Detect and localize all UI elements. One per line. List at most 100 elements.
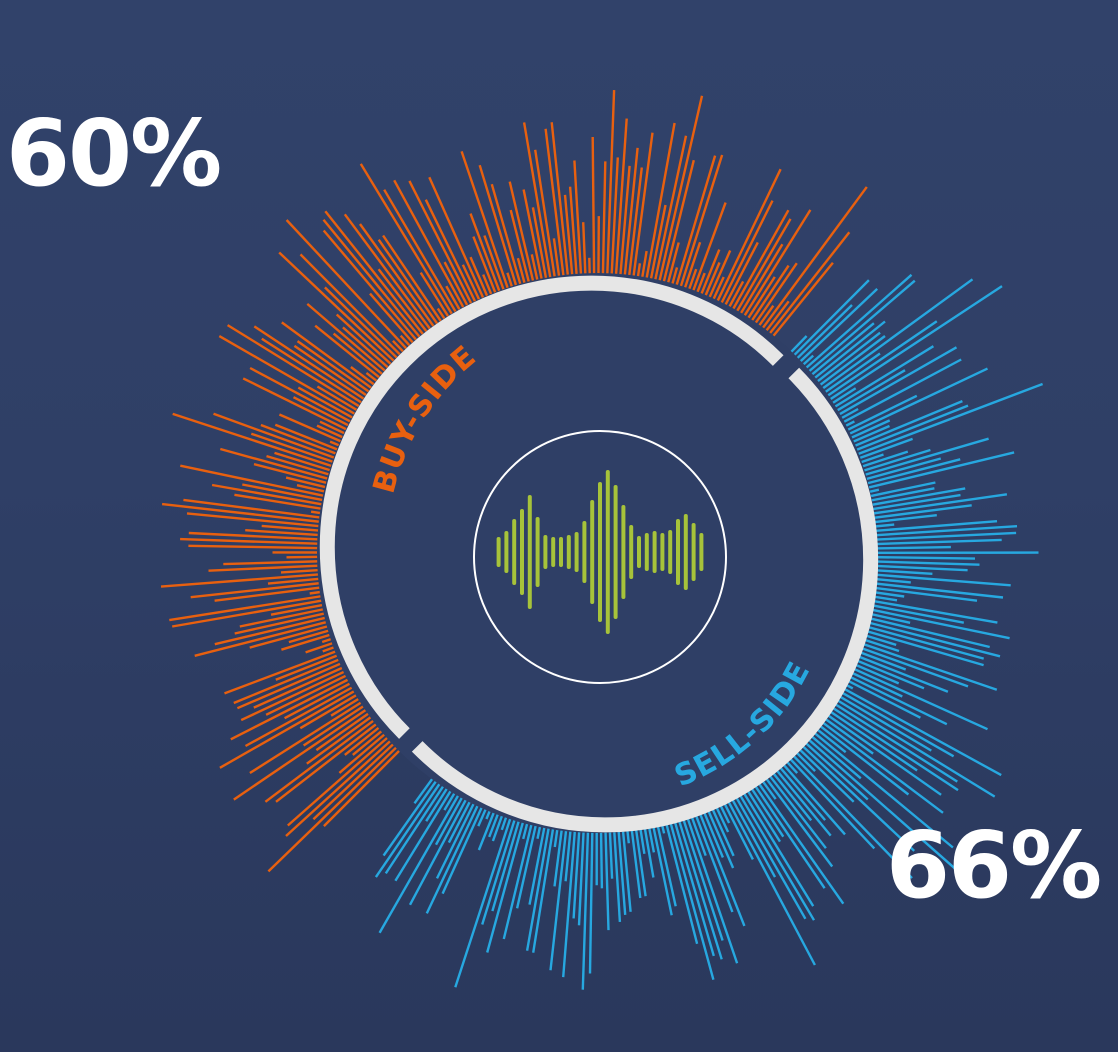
sell-side-bar — [721, 789, 816, 966]
buy-side-bar — [672, 155, 717, 297]
sell-side-bar — [861, 493, 961, 512]
sell-side-bar — [435, 792, 480, 879]
sell-side-bar — [824, 691, 996, 798]
buy-side-bar — [242, 377, 358, 436]
sell-side-bar — [785, 279, 870, 365]
buy-side-bar — [188, 531, 330, 542]
sell-side-bar — [799, 279, 916, 380]
sell-side-bar — [562, 820, 577, 978]
sell-side-bar — [833, 358, 962, 429]
buy-side-bar — [278, 251, 404, 370]
buy-side-bar — [424, 199, 482, 313]
sell-side-bar — [549, 819, 569, 971]
buy-side-bar — [233, 654, 350, 705]
sell-side-bar — [829, 346, 958, 421]
sell-side-bar — [384, 776, 451, 875]
buy-side-bar — [265, 669, 357, 716]
buy-side-bar — [730, 218, 792, 322]
sell-side-bar — [855, 457, 942, 484]
sell-side-bar — [782, 744, 913, 879]
sell-side-bar — [826, 369, 906, 418]
buy-side-bar — [323, 741, 409, 827]
buy-side-bar — [647, 204, 667, 291]
buy-side-bar — [359, 223, 442, 337]
sell-side-bar — [678, 807, 724, 941]
sell-side-bar — [860, 597, 998, 624]
buy-side-bar — [306, 302, 395, 380]
buy-side-bar — [236, 658, 352, 710]
buy-side-bar — [490, 183, 525, 296]
buy-side-bar — [306, 709, 381, 765]
sell-side-bar — [408, 789, 473, 906]
buy-side-bar — [292, 396, 360, 432]
sell-side-bar — [649, 815, 673, 916]
buy-side-bar — [614, 118, 628, 286]
buy-side-bar — [172, 412, 343, 471]
sell-side-bars — [374, 273, 1044, 990]
sell-side-bar — [845, 404, 969, 456]
buy-side-bar — [249, 695, 372, 775]
sell-side-bar — [773, 753, 846, 836]
sell-side-bar — [810, 712, 944, 814]
buy-side-bar — [299, 253, 410, 364]
sell-side-bar — [425, 794, 484, 914]
sell-side-bar — [629, 818, 642, 899]
buy-side-bar — [618, 165, 631, 287]
buy-side-bar — [239, 605, 335, 628]
buy-side-bar — [226, 324, 370, 414]
buy-side-bar — [266, 454, 341, 479]
buy-side-bar — [249, 622, 339, 649]
sell-side-bar — [850, 638, 998, 691]
sell-side-bar — [862, 585, 978, 602]
buy-side-bar — [630, 132, 654, 288]
sell-side-bar — [854, 626, 984, 667]
sell-side-bar — [864, 531, 1017, 542]
buy-side-bar — [744, 264, 790, 331]
sell-side-bar — [864, 564, 968, 572]
buy-side-bar — [284, 677, 361, 720]
sell-side-bar — [746, 774, 826, 889]
buy-side-bar — [478, 164, 521, 297]
sell-side-bar — [378, 785, 465, 934]
buy-side-bar — [186, 512, 331, 529]
audio-waveform-icon — [496, 470, 704, 634]
sell-side-bar — [382, 771, 444, 857]
buy-side-bar — [643, 122, 676, 290]
buy-side-bar — [382, 234, 449, 332]
buy-side-bar — [161, 502, 331, 525]
sell-side-bar — [857, 614, 990, 649]
center-disc — [317, 273, 877, 833]
buy-side-bar — [296, 340, 379, 400]
buy-side-bar — [522, 189, 546, 291]
sell-side-bar — [845, 650, 949, 693]
sell-side-bar — [862, 504, 972, 521]
sell-side-bar — [577, 820, 586, 926]
sell-side-bar — [864, 538, 1002, 546]
sell-side-bar — [860, 487, 966, 508]
sell-side-bar — [486, 811, 528, 953]
buy-side-bar — [219, 447, 340, 483]
buy-side-bar — [726, 209, 790, 320]
buy-side-bar — [299, 688, 367, 730]
buy-side-bar — [275, 650, 349, 681]
sell-side-bar — [863, 581, 1004, 599]
buy-side-bar — [183, 498, 332, 521]
buy-side-bar — [190, 580, 331, 599]
buy-side-bar — [393, 179, 470, 319]
buy-side-bar — [214, 614, 337, 646]
buy-side-bar — [261, 337, 372, 410]
buy-side-bar — [322, 219, 428, 347]
buy-side-bar — [605, 90, 616, 286]
sell-side-bar — [820, 285, 1003, 407]
buy-side-bar — [428, 176, 489, 309]
buy-side-bar — [568, 186, 579, 286]
buy-side-bar — [180, 537, 330, 546]
buy-side-bar — [733, 243, 784, 324]
sell-side-bar — [682, 806, 739, 964]
sell-side-bar — [728, 785, 807, 920]
buy-side-bar — [160, 572, 330, 588]
sell-side-bar — [859, 481, 936, 500]
sell-side-bar — [694, 801, 746, 927]
buy-side-bar — [249, 366, 362, 428]
sell-side-bar — [794, 732, 869, 801]
